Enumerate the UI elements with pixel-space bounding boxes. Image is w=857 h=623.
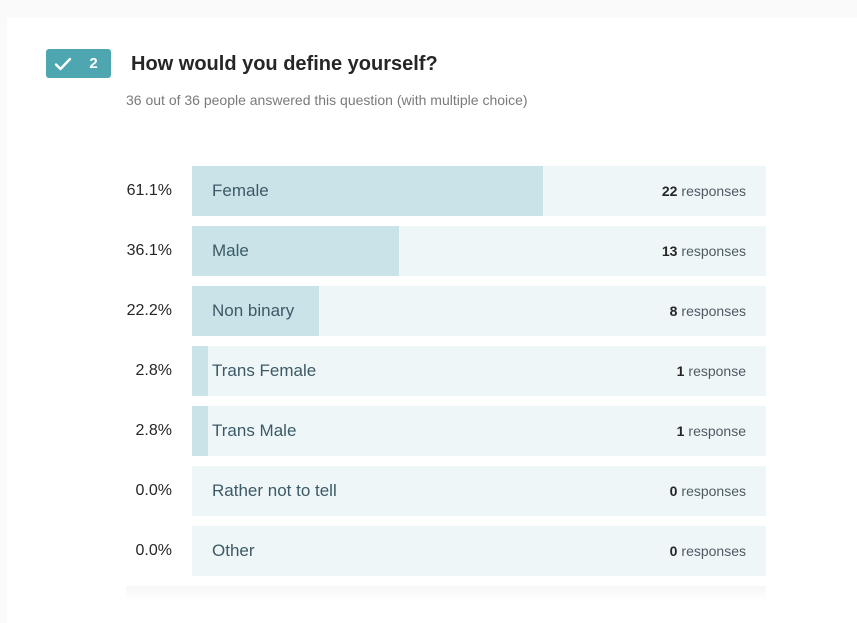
result-count: 22 responses [662,166,746,216]
result-bar: Other 0 responses [192,526,766,576]
result-bar-fill [192,406,209,456]
result-row: 2.8% Trans Female 1 response [0,346,857,396]
result-count-word: responses [681,543,746,559]
result-percent: 0.0% [135,482,172,499]
result-label: Other [212,541,255,560]
result-count-word: responses [681,183,746,199]
result-row: 0.0% Other 0 responses [0,526,857,576]
result-count-number: 1 [676,363,685,379]
result-bar-fill [192,346,209,396]
result-label: Rather not to tell [212,481,337,500]
result-count: 1 response [677,346,746,396]
result-percent: 0.0% [135,542,172,559]
result-bar-fill [192,166,543,216]
result-count: 8 responses [670,286,746,336]
result-percent: 2.8% [135,362,172,379]
result-percent: 61.1% [126,182,172,199]
result-bar: Male 13 responses [192,226,766,276]
result-row: 61.1% Female 22 responses [0,166,857,216]
result-label: Trans Female [212,361,317,380]
result-bar-fill [192,226,400,276]
result-count-number: 13 [661,243,678,259]
result-count-word: responses [681,483,746,499]
result-label: Female [212,181,269,200]
result-bar-fill [192,286,320,336]
result-percent: 36.1% [126,242,172,259]
result-bar: Trans Male 1 response [192,406,766,456]
question-title: How would you define yourself? [131,53,438,75]
result-count-word: response [688,423,746,439]
question-subtitle: 36 out of 36 people answered this questi… [126,92,528,108]
check-icon [46,49,80,78]
question-number: 2 [89,55,98,72]
result-count-word: response [688,363,746,379]
result-label: Trans Male [212,421,297,440]
result-bar: Female 22 responses [192,166,766,216]
question-badge: 2 [46,49,111,78]
result-bar: Non binary 8 responses [192,286,766,336]
result-count-number: 8 [669,303,678,319]
result-row: 22.2% Non binary 8 responses [0,286,857,336]
result-count-number: 1 [676,423,685,439]
result-count-number: 0 [669,543,678,559]
result-count-word: responses [681,303,746,319]
result-label: Male [212,241,249,260]
result-count: 13 responses [662,226,746,276]
result-count-word: responses [681,243,746,259]
result-count: 1 response [677,406,746,456]
result-percent: 2.8% [135,422,172,439]
result-label: Non binary [212,301,295,320]
result-percent: 22.2% [126,302,172,319]
result-bar: Rather not to tell 0 responses [192,466,766,516]
card-bottom-fade [126,586,766,602]
result-count: 0 responses [670,466,746,516]
result-row: 0.0% Rather not to tell 0 responses [0,466,857,516]
result-row: 2.8% Trans Male 1 response [0,406,857,456]
result-count-number: 22 [661,183,678,199]
result-bar: Trans Female 1 response [192,346,766,396]
result-row: 36.1% Male 13 responses [0,226,857,276]
result-count-number: 0 [669,483,678,499]
result-count: 0 responses [670,526,746,576]
